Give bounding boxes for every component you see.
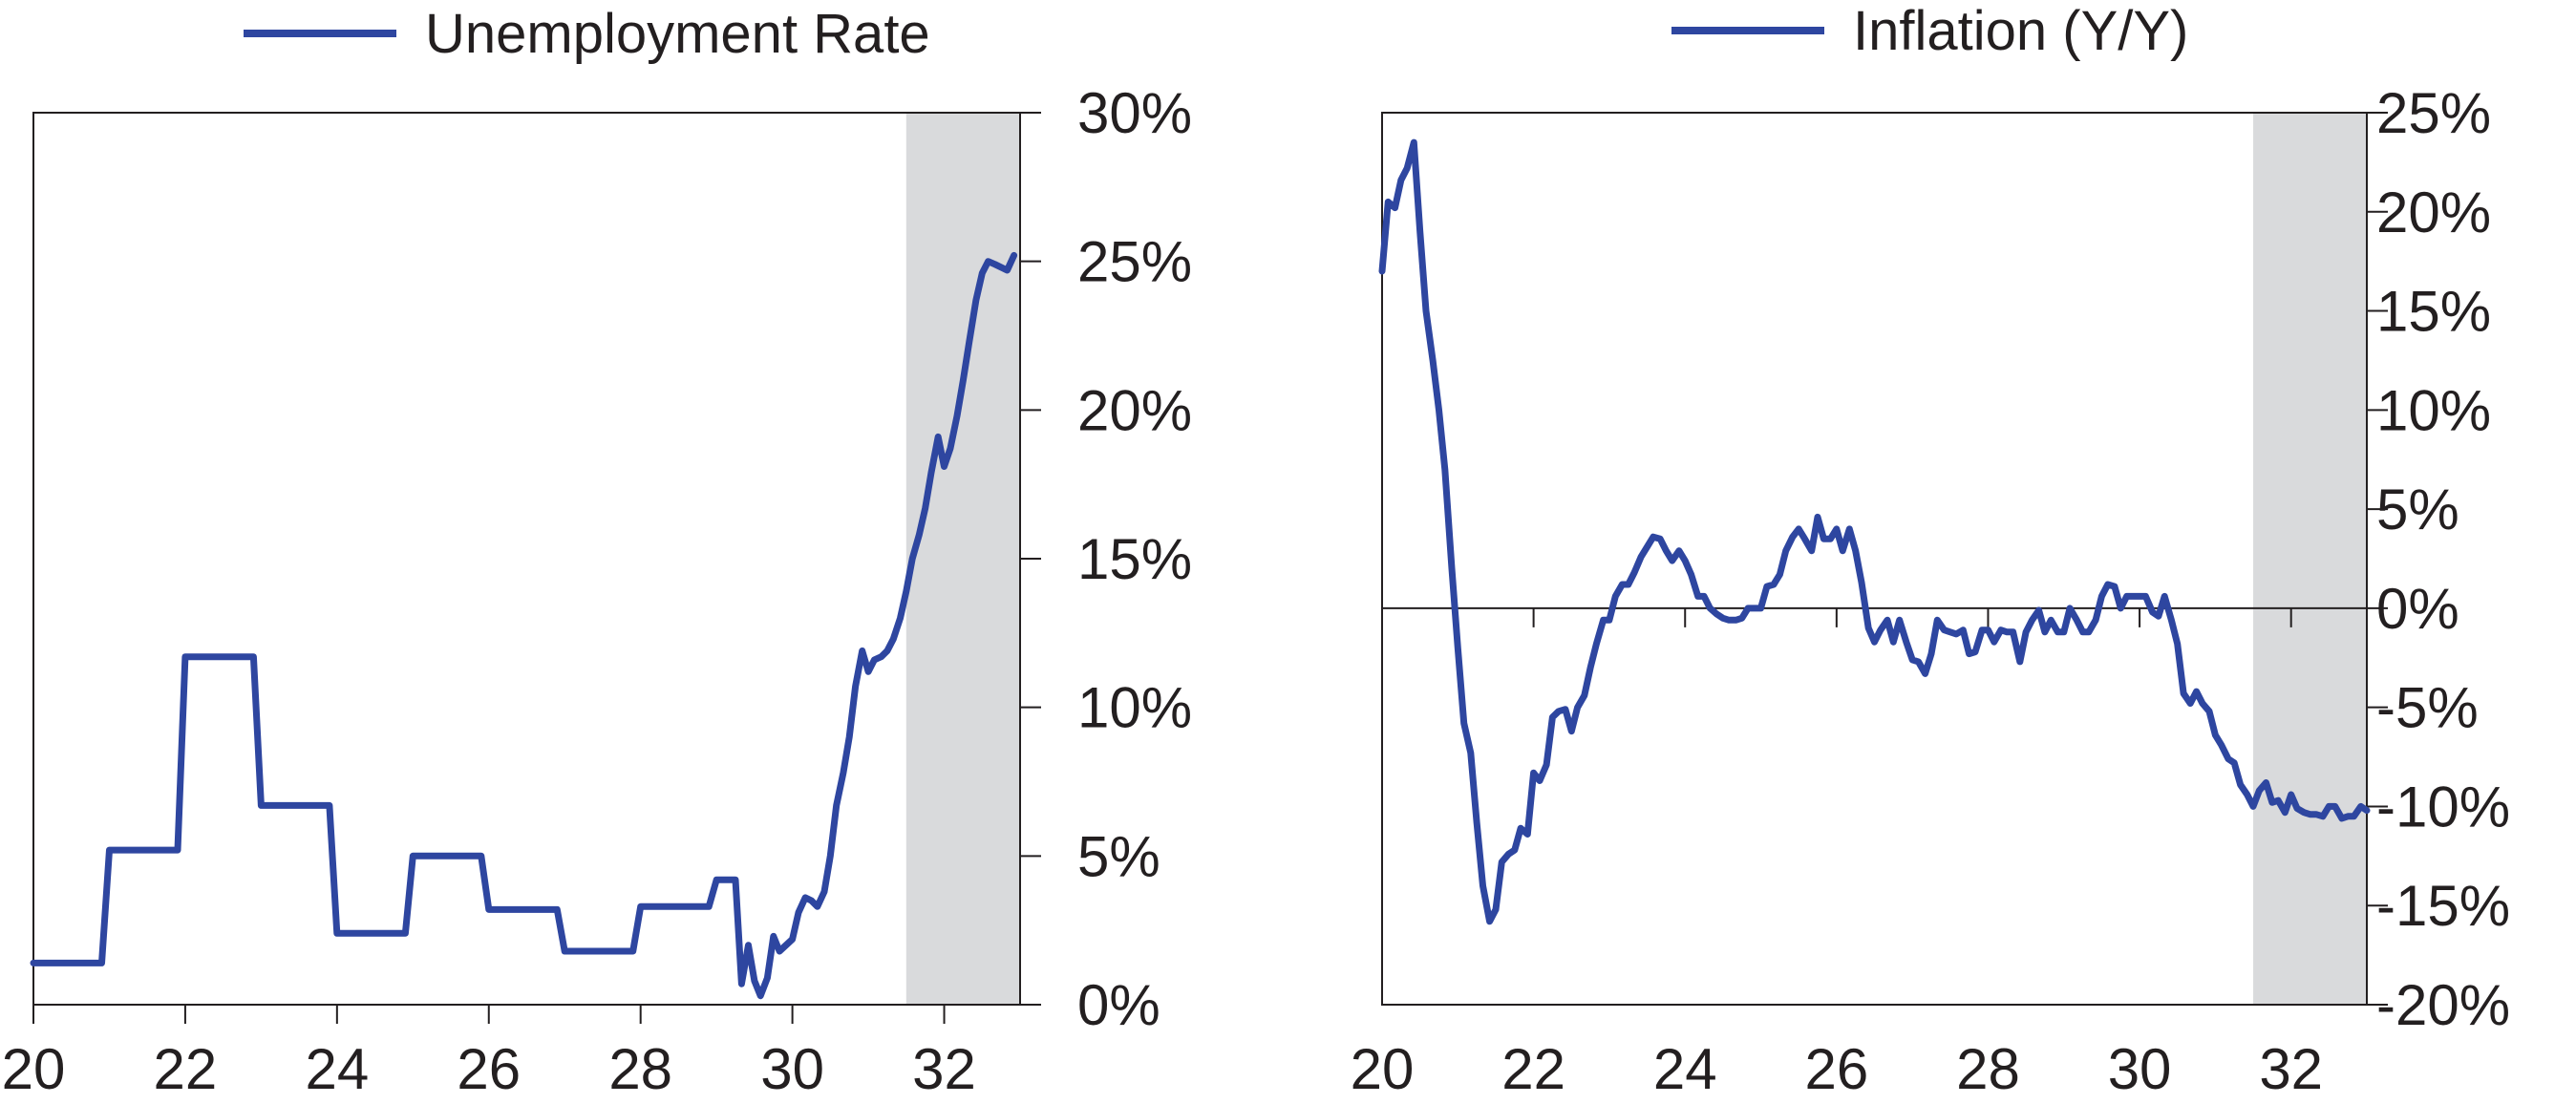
x-tick-label: 30 [760,1037,824,1101]
y-tick-label: -20% [2376,973,2510,1037]
y-tick-label: 0% [1077,973,1160,1037]
y-tick-label: 0% [2376,577,2459,641]
y-tick-label: -5% [2376,676,2479,740]
plot-frame [1381,112,2368,1006]
y-tick-label: 25% [1077,230,1192,294]
y-tick-label: 30% [1077,81,1192,145]
y-tick-label: 15% [1077,527,1192,591]
y-tick-label: 25% [2376,81,2491,145]
y-tick-label: 10% [1077,676,1192,740]
x-tick-label: 26 [1804,1037,1868,1101]
legend-label: Unemployment Rate [425,3,930,65]
y-tick-label: 10% [2376,378,2491,442]
y-tick-label: -15% [2376,874,2510,938]
x-tick-label: 32 [912,1037,976,1101]
x-tick-label: 26 [457,1037,521,1101]
y-tick-label: 5% [2376,478,2459,541]
y-tick-label: 20% [1077,378,1192,442]
x-tick-label: 28 [1956,1037,2020,1101]
x-tick-label: 20 [1351,1037,1415,1101]
y-tick-label: 15% [2376,280,2491,344]
x-tick-label: 22 [1501,1037,1565,1101]
x-tick-label: 30 [2108,1037,2172,1101]
x-tick-label: 28 [608,1037,672,1101]
unemployment-rate-chart: 20 22 24 26 28 30 32 0% 5% 10% 15% 20% 25% 30% Unemplo… [2,3,1192,1101]
x-tick-label: 32 [2259,1037,2323,1101]
legend-label: Inflation (Y/Y) [1853,0,2188,62]
y-tick-label: -10% [2376,775,2510,839]
x-tick-label: 22 [154,1037,218,1101]
plot-frame [32,112,1021,1006]
series-line [1378,138,2371,925]
series-line [30,251,1018,1000]
shaded-region [905,113,1020,1005]
x-tick-label: 24 [305,1037,369,1101]
y-tick-label: 20% [2376,180,2491,244]
y-tick-label: 5% [1077,824,1160,888]
x-tick-label: 20 [2,1037,66,1101]
x-tick-label: 24 [1653,1037,1717,1101]
shaded-region [2253,113,2367,1005]
inflation-chart: 20 22 24 26 28 30 32 -20% -15% -10% -5% 0% 5% 10% 15% 2… [1351,0,2510,1101]
